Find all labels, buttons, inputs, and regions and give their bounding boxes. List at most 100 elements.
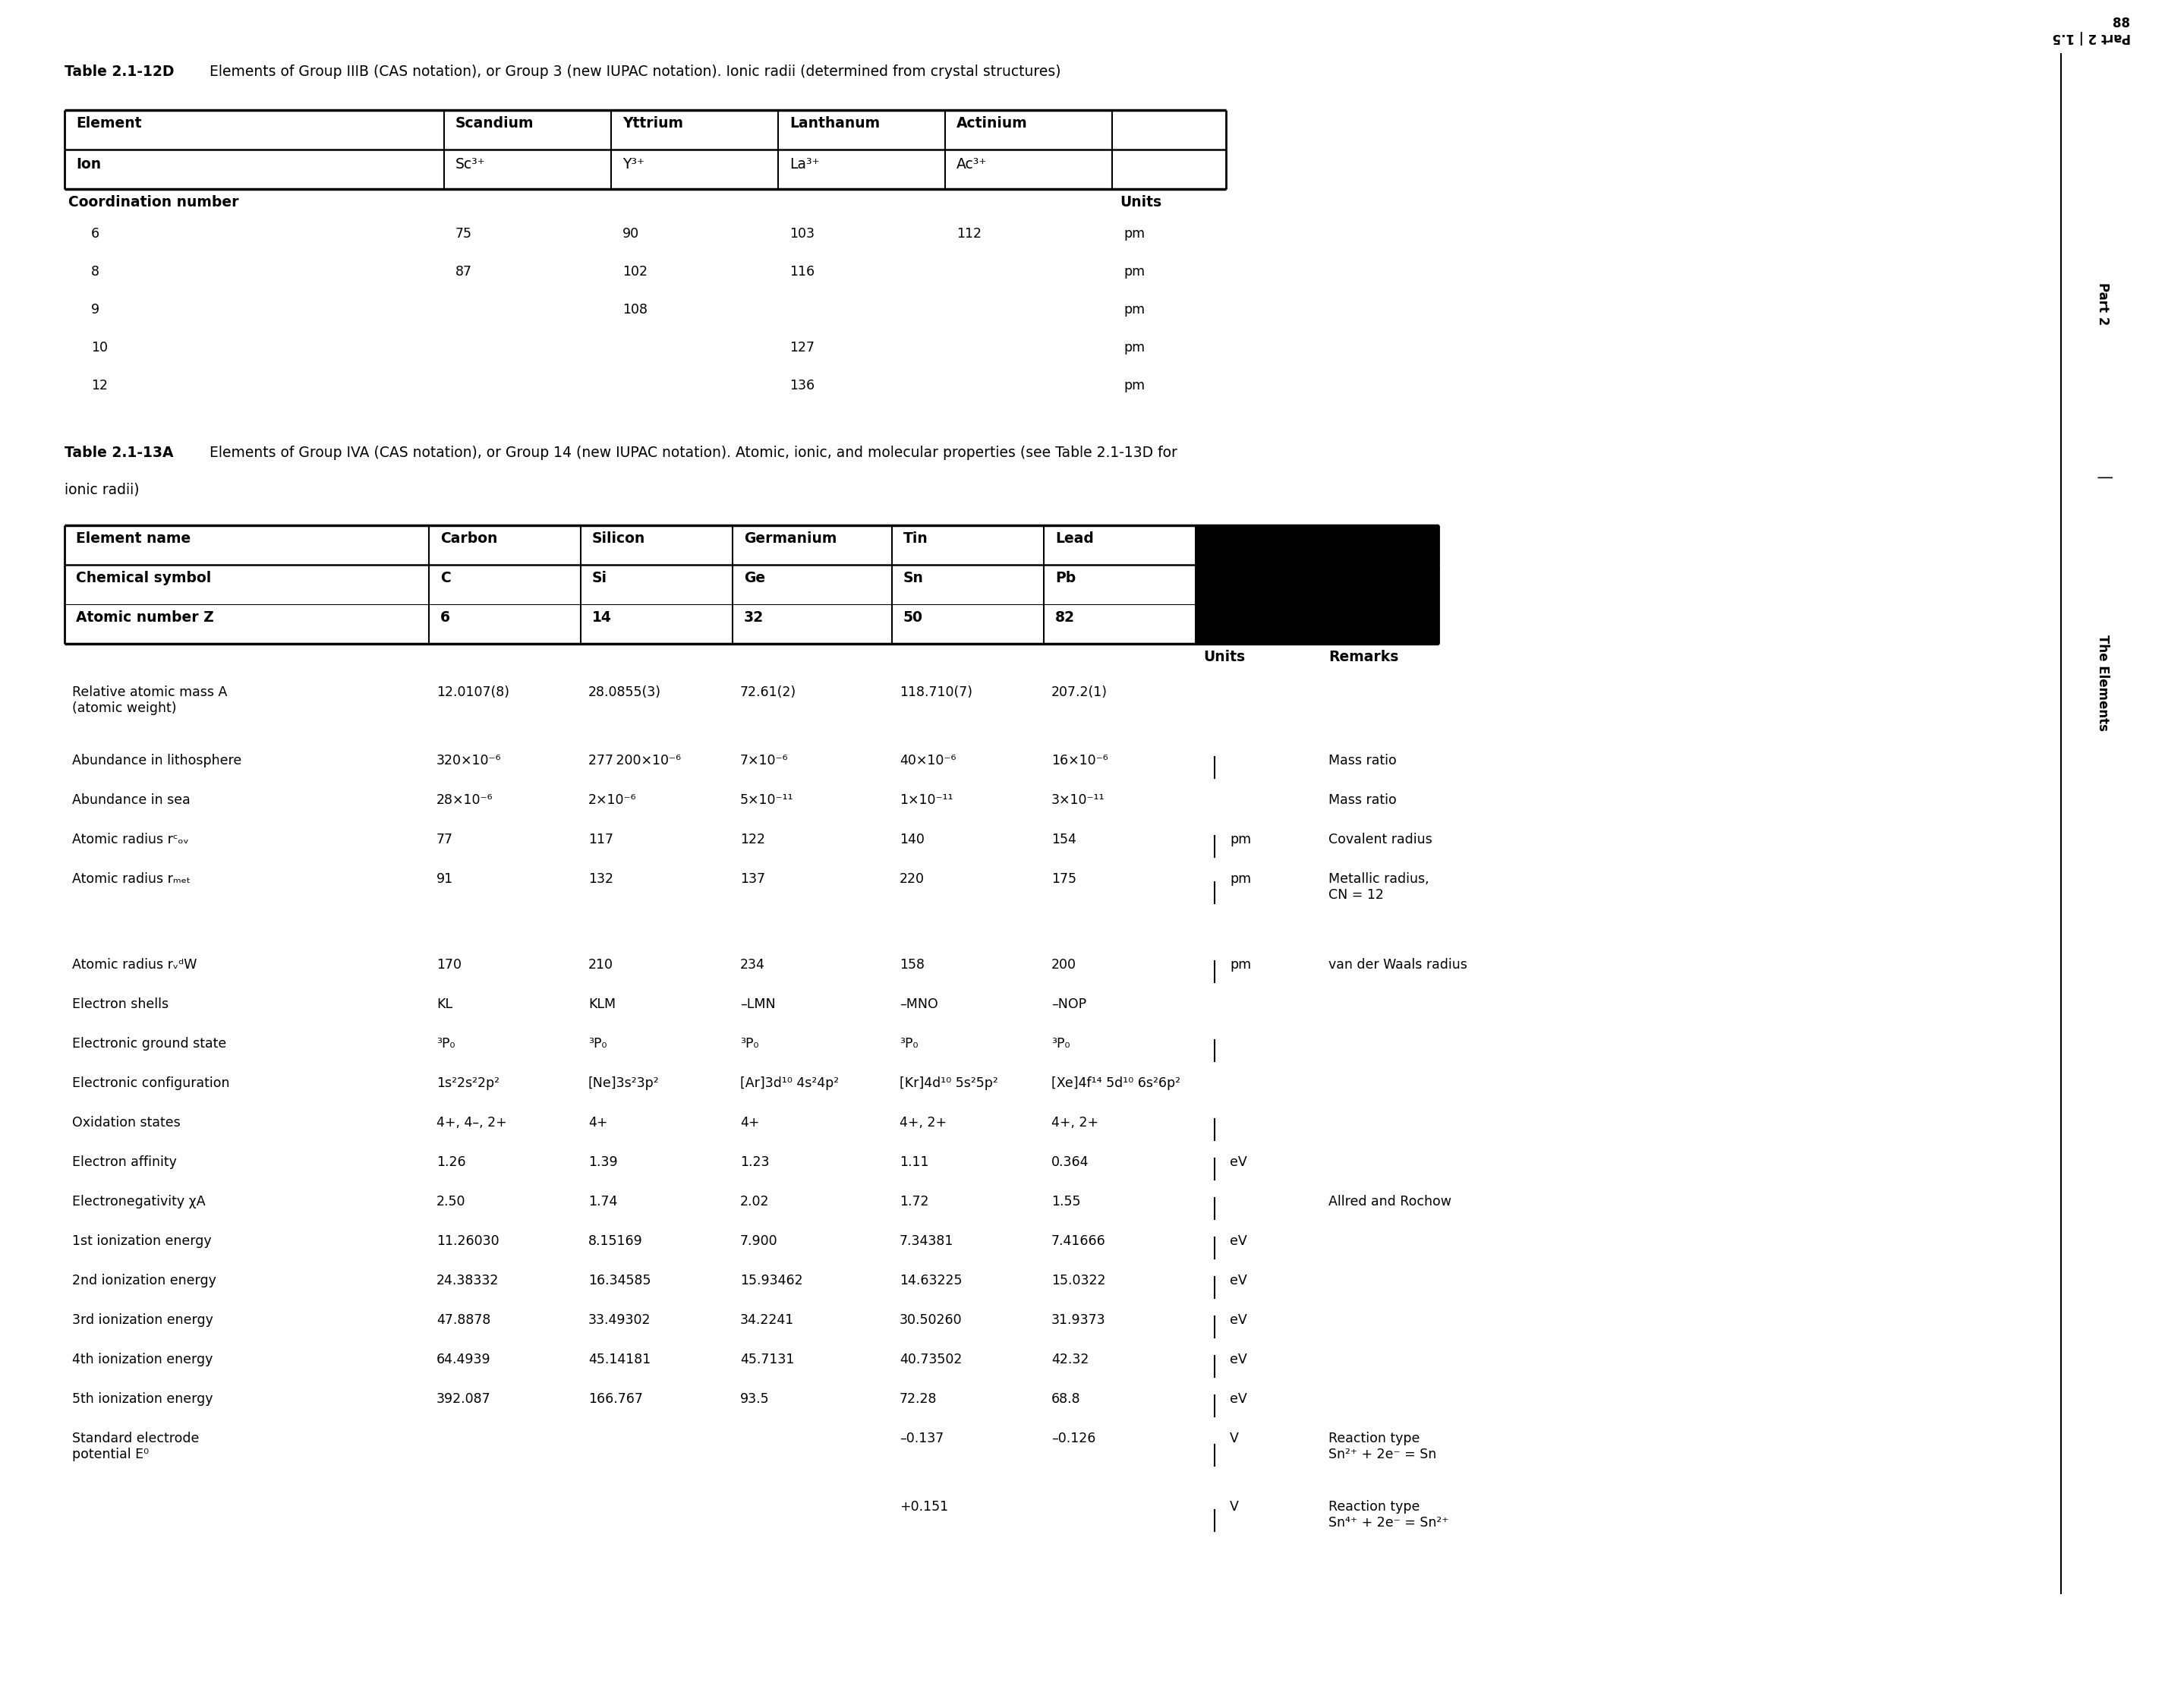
Text: ³P₀: ³P₀ <box>740 1037 758 1050</box>
Text: Reaction type
Sn⁴⁺ + 2e⁻ = Sn²⁺: Reaction type Sn⁴⁺ + 2e⁻ = Sn²⁺ <box>1329 1500 1448 1529</box>
Text: Atomic radius rᵥᵈW: Atomic radius rᵥᵈW <box>71 958 197 972</box>
Text: 4+: 4+ <box>589 1115 608 1129</box>
Text: 12.0107(8): 12.0107(8) <box>437 685 509 699</box>
Text: pm: pm <box>1230 958 1251 972</box>
Text: 45.7131: 45.7131 <box>740 1353 795 1366</box>
Text: 28.0855(3): 28.0855(3) <box>589 685 660 699</box>
Text: 158: 158 <box>898 958 924 972</box>
Text: Relative atomic mass A
(atomic weight): Relative atomic mass A (atomic weight) <box>71 685 227 716</box>
Text: 4+, 2+: 4+, 2+ <box>1052 1115 1098 1129</box>
Text: 220: 220 <box>898 873 924 886</box>
Text: [Kr]4d¹⁰ 5s²5p²: [Kr]4d¹⁰ 5s²5p² <box>898 1076 998 1090</box>
Text: eV: eV <box>1230 1353 1247 1366</box>
Text: Electronic ground state: Electronic ground state <box>71 1037 227 1050</box>
Text: Mass ratio: Mass ratio <box>1329 793 1396 806</box>
Text: 42.32: 42.32 <box>1052 1353 1089 1366</box>
Text: 32: 32 <box>745 610 764 625</box>
Text: KLM: KLM <box>589 997 615 1011</box>
Text: 1st ionization energy: 1st ionization energy <box>71 1235 212 1249</box>
Text: Coordination number: Coordination number <box>69 195 238 210</box>
Text: 2×10⁻⁶: 2×10⁻⁶ <box>589 793 637 806</box>
Text: Element name: Element name <box>76 531 191 547</box>
Text: [Ar]3d¹⁰ 4s²4p²: [Ar]3d¹⁰ 4s²4p² <box>740 1076 838 1090</box>
Text: The Elements: The Elements <box>2096 635 2109 731</box>
Text: Actinium: Actinium <box>957 116 1028 130</box>
Text: V: V <box>1230 1431 1238 1445</box>
Text: Units: Units <box>1204 649 1245 664</box>
Text: 30.50260: 30.50260 <box>898 1313 961 1327</box>
Text: 127: 127 <box>790 342 814 355</box>
Text: Tin: Tin <box>903 531 929 547</box>
Text: 132: 132 <box>589 873 613 886</box>
Text: 154: 154 <box>1052 834 1076 847</box>
Text: –MNO: –MNO <box>898 997 937 1011</box>
Text: 7.34381: 7.34381 <box>898 1235 955 1249</box>
Text: [Xe]4f¹⁴ 5d¹⁰ 6s²6p²: [Xe]4f¹⁴ 5d¹⁰ 6s²6p² <box>1052 1076 1180 1090</box>
Text: 207.2(1): 207.2(1) <box>1052 685 1108 699</box>
Text: Remarks: Remarks <box>1329 649 1399 664</box>
Text: ³P₀: ³P₀ <box>589 1037 606 1050</box>
Text: Standard electrode
potential E⁰: Standard electrode potential E⁰ <box>71 1431 199 1460</box>
Text: –0.137: –0.137 <box>898 1431 944 1445</box>
Text: 47.8878: 47.8878 <box>437 1313 491 1327</box>
Text: ³P₀: ³P₀ <box>1052 1037 1070 1050</box>
Text: 1.26: 1.26 <box>437 1155 465 1168</box>
Text: Electron shells: Electron shells <box>71 997 169 1011</box>
Text: Elements of Group IIIB (CAS notation), or Group 3 (new IUPAC notation). Ionic ra: Elements of Group IIIB (CAS notation), o… <box>206 65 1061 79</box>
Text: 7.900: 7.900 <box>740 1235 777 1249</box>
Text: 4+, 4–, 2+: 4+, 4–, 2+ <box>437 1115 507 1129</box>
Text: 137: 137 <box>740 873 764 886</box>
Text: 117: 117 <box>589 834 613 847</box>
Text: –NOP: –NOP <box>1052 997 1087 1011</box>
Text: 72.61(2): 72.61(2) <box>740 685 797 699</box>
Text: 7.41666: 7.41666 <box>1052 1235 1106 1249</box>
Text: Lead: Lead <box>1054 531 1093 547</box>
Text: Yttrium: Yttrium <box>624 116 684 130</box>
Text: 1.74: 1.74 <box>589 1196 617 1209</box>
Text: KL: KL <box>437 997 452 1011</box>
Text: Element: Element <box>76 116 141 130</box>
Text: |: | <box>2096 477 2111 480</box>
Text: 136: 136 <box>790 379 814 393</box>
Text: 2.50: 2.50 <box>437 1196 465 1209</box>
Text: 72.28: 72.28 <box>898 1392 937 1406</box>
Text: van der Waals radius: van der Waals radius <box>1329 958 1468 972</box>
Text: Ion: Ion <box>76 157 102 171</box>
Text: V: V <box>1230 1500 1238 1513</box>
Text: 6: 6 <box>91 227 100 241</box>
Text: 31.9373: 31.9373 <box>1052 1313 1106 1327</box>
Text: 4th ionization energy: 4th ionization energy <box>71 1353 212 1366</box>
Text: Table 2.1-13A: Table 2.1-13A <box>65 446 173 459</box>
Text: pm: pm <box>1124 342 1145 355</box>
Text: pm: pm <box>1124 227 1145 241</box>
Text: Ge: Ge <box>745 570 764 586</box>
Text: 40×10⁻⁶: 40×10⁻⁶ <box>898 753 957 767</box>
Text: 210: 210 <box>589 958 613 972</box>
Text: 1.72: 1.72 <box>898 1196 929 1209</box>
Text: 5×10⁻¹¹: 5×10⁻¹¹ <box>740 793 795 806</box>
Text: Abundance in lithosphere: Abundance in lithosphere <box>71 753 242 767</box>
Text: Silicon: Silicon <box>591 531 645 547</box>
Text: 40.73502: 40.73502 <box>898 1353 961 1366</box>
Text: 90: 90 <box>624 227 639 241</box>
Text: 392.087: 392.087 <box>437 1392 491 1406</box>
Text: 200: 200 <box>1052 958 1076 972</box>
Text: –LMN: –LMN <box>740 997 775 1011</box>
Text: Units: Units <box>1119 195 1163 210</box>
Text: Electronegativity χA: Electronegativity χA <box>71 1196 206 1209</box>
Text: Table 2.1-12D: Table 2.1-12D <box>65 65 173 79</box>
Text: eV: eV <box>1230 1313 1247 1327</box>
Text: Covalent radius: Covalent radius <box>1329 834 1433 847</box>
Text: Oxidation states: Oxidation states <box>71 1115 180 1129</box>
Text: Sc³⁺: Sc³⁺ <box>455 157 485 171</box>
Text: ionic radii): ionic radii) <box>65 482 139 497</box>
Text: 4+: 4+ <box>740 1115 760 1129</box>
Text: Part 2 | 1.5: Part 2 | 1.5 <box>2052 31 2130 44</box>
Text: eV: eV <box>1230 1235 1247 1249</box>
Text: 75: 75 <box>455 227 472 241</box>
Text: +0.151: +0.151 <box>898 1500 948 1513</box>
Text: 140: 140 <box>898 834 924 847</box>
Text: 170: 170 <box>437 958 461 972</box>
Text: 14.63225: 14.63225 <box>898 1274 961 1288</box>
Text: 2.02: 2.02 <box>740 1196 769 1209</box>
